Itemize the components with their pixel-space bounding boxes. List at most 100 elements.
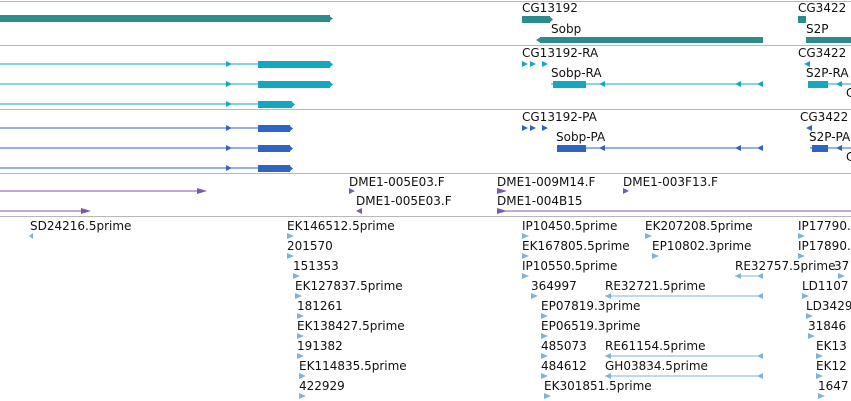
est-label[interactable]: EK12 bbox=[816, 359, 847, 373]
est-feature[interactable] bbox=[541, 353, 548, 359]
est-feature[interactable] bbox=[816, 373, 823, 379]
protein-arrow[interactable] bbox=[530, 125, 536, 131]
est-feature[interactable] bbox=[645, 233, 652, 239]
est-feature[interactable] bbox=[544, 393, 551, 399]
gene-label-sobp[interactable]: Sobp bbox=[551, 22, 581, 36]
est-label[interactable]: RE61154.5prime bbox=[605, 339, 706, 353]
est-label[interactable]: EP07819.3prime bbox=[541, 299, 640, 313]
est-feature[interactable] bbox=[299, 393, 306, 399]
transcript-label-cg13192-ra[interactable]: CG13192-RA bbox=[522, 46, 599, 60]
protein-exon[interactable] bbox=[812, 145, 828, 152]
clone-label[interactable]: DME1-003F13.F bbox=[623, 175, 718, 189]
protein-label-sobp-pa[interactable]: Sobp-PA bbox=[556, 130, 606, 144]
est-label[interactable]: 484612 bbox=[541, 359, 587, 373]
gene-feature[interactable] bbox=[0, 15, 330, 22]
est-feature[interactable] bbox=[522, 253, 529, 259]
est-feature[interactable] bbox=[295, 293, 302, 299]
est-feature[interactable] bbox=[802, 293, 809, 299]
transcript-label-s2p-ra[interactable]: S2P-RA bbox=[806, 66, 849, 80]
protein-label-cg3422[interactable]: CG3422 bbox=[800, 110, 848, 124]
est-feature[interactable] bbox=[531, 293, 538, 299]
est-feature[interactable] bbox=[29, 233, 33, 239]
protein-exon[interactable] bbox=[258, 145, 290, 152]
est-feature[interactable] bbox=[297, 353, 304, 359]
transcript-label-cut[interactable]: C bbox=[846, 86, 851, 100]
est-feature[interactable] bbox=[541, 373, 548, 379]
est-label[interactable]: 422929 bbox=[299, 379, 345, 393]
clone-label[interactable]: DME1-004B15 bbox=[497, 194, 583, 208]
gene-label-cg3422[interactable]: CG3422 bbox=[798, 1, 846, 15]
est-label[interactable]: SD24216.5prime bbox=[30, 219, 131, 233]
clone-label[interactable]: DME1-009M14.F bbox=[497, 175, 595, 189]
est-label[interactable]: IP17790. bbox=[798, 219, 851, 233]
est-label[interactable]: GH03834.5prime bbox=[605, 359, 708, 373]
est-label[interactable]: LD3429 bbox=[806, 299, 851, 313]
gene-label-s2p[interactable]: S2P bbox=[806, 22, 829, 36]
est-label[interactable]: EK138427.5prime bbox=[297, 319, 405, 333]
clone-arrow[interactable] bbox=[349, 188, 355, 194]
est-label[interactable]: EP06519.3prime bbox=[541, 319, 640, 333]
est-feature[interactable] bbox=[541, 313, 548, 319]
clone-arrow[interactable] bbox=[497, 188, 507, 194]
gene-label-cg13192[interactable]: CG13192 bbox=[522, 1, 578, 15]
transcript-exon[interactable] bbox=[258, 81, 330, 88]
est-label[interactable]: LD1107 bbox=[802, 279, 848, 293]
est-feature[interactable] bbox=[808, 333, 815, 339]
est-feature[interactable] bbox=[652, 253, 659, 259]
est-label[interactable]: 1647 bbox=[818, 379, 849, 393]
est-label[interactable]: EK127837.5prime bbox=[295, 279, 403, 293]
est-feature[interactable] bbox=[297, 313, 304, 319]
est-label[interactable]: EK13 bbox=[816, 339, 847, 353]
est-label[interactable]: 364997 bbox=[531, 279, 577, 293]
transcript-arrow[interactable] bbox=[804, 61, 810, 67]
est-feature[interactable] bbox=[522, 233, 529, 239]
est-feature[interactable] bbox=[297, 333, 304, 339]
protein-label-cut[interactable]: C bbox=[846, 150, 851, 164]
est-label[interactable]: RE32721.5prime bbox=[605, 279, 706, 293]
est-feature[interactable] bbox=[798, 253, 805, 259]
est-label[interactable]: 201570 bbox=[287, 239, 333, 253]
est-feature[interactable] bbox=[798, 233, 805, 239]
protein-label-s2p-pa[interactable]: S2P-PA bbox=[809, 130, 851, 144]
est-feature[interactable] bbox=[522, 273, 529, 279]
est-feature[interactable] bbox=[287, 253, 294, 259]
transcript-exon[interactable] bbox=[808, 81, 828, 88]
est-label[interactable]: IP17890. bbox=[798, 239, 851, 253]
clone-arrow[interactable] bbox=[623, 188, 629, 194]
gene-feature-s2p[interactable] bbox=[806, 37, 851, 43]
est-label[interactable]: RE32757.5prime bbox=[735, 259, 836, 273]
transcript-label-sobp-ra[interactable]: Sobp-RA bbox=[551, 66, 602, 80]
transcript-label-cg3422[interactable]: CG3422 bbox=[798, 46, 846, 60]
est-label[interactable]: 181261 bbox=[297, 299, 343, 313]
clone-arrow[interactable] bbox=[356, 208, 362, 214]
est-feature[interactable] bbox=[287, 233, 294, 239]
transcript-arrow[interactable] bbox=[530, 61, 536, 67]
transcript-arrow[interactable] bbox=[542, 61, 548, 67]
protein-exon[interactable] bbox=[258, 165, 290, 172]
est-label[interactable]: 37 bbox=[834, 259, 849, 273]
protein-exon[interactable] bbox=[557, 145, 586, 152]
est-label[interactable]: EK146512.5prime bbox=[287, 219, 395, 233]
est-label[interactable]: 31846 bbox=[808, 319, 846, 333]
est-feature[interactable] bbox=[299, 373, 306, 379]
gene-feature-cg13192[interactable] bbox=[522, 16, 550, 23]
clone-label[interactable]: DME1-005E03.F bbox=[356, 194, 452, 208]
transcript-exon[interactable] bbox=[258, 101, 292, 108]
transcript-exon[interactable] bbox=[258, 61, 330, 68]
protein-exon[interactable] bbox=[258, 125, 290, 132]
est-feature[interactable] bbox=[816, 353, 823, 359]
protein-arrow[interactable] bbox=[542, 125, 548, 131]
est-label[interactable]: 191382 bbox=[297, 339, 343, 353]
est-feature[interactable] bbox=[806, 313, 813, 319]
est-label[interactable]: IP10550.5prime bbox=[522, 259, 617, 273]
gene-feature-cg3422[interactable] bbox=[798, 16, 806, 23]
clone-label[interactable]: DME1-005E03.F bbox=[349, 175, 445, 189]
protein-arrow[interactable] bbox=[522, 125, 528, 131]
est-label[interactable]: 485073 bbox=[541, 339, 587, 353]
est-label[interactable]: 151353 bbox=[293, 259, 339, 273]
est-label[interactable]: IP10450.5prime bbox=[522, 219, 617, 233]
est-label[interactable]: EK207208.5prime bbox=[645, 219, 753, 233]
est-feature[interactable] bbox=[293, 273, 300, 279]
est-label[interactable]: EK301851.5prime bbox=[544, 379, 652, 393]
est-feature[interactable] bbox=[838, 273, 845, 279]
